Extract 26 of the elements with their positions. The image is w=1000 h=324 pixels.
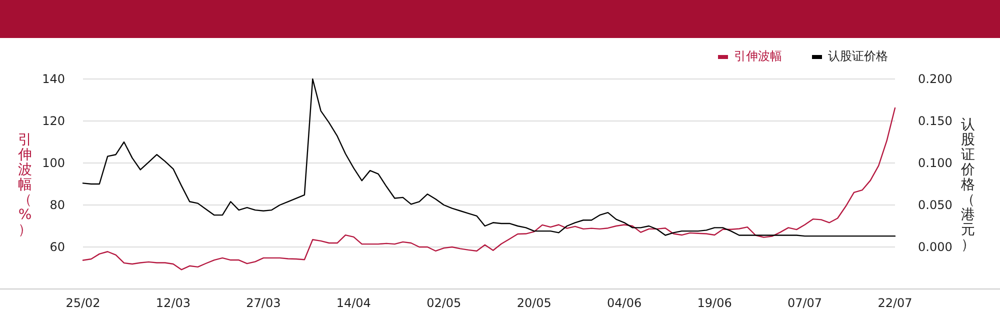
x-tick-label: 02/05 xyxy=(426,296,462,310)
y-tick-label: 100 xyxy=(42,156,65,170)
y2-tick-label: 0.000 xyxy=(918,240,952,254)
y2-tick-label: 0.200 xyxy=(918,72,952,86)
x-tick-label: 25/02 xyxy=(66,296,100,310)
x-tick-label: 07/07 xyxy=(787,296,822,310)
line-series xyxy=(82,78,896,237)
y-tick-label: 60 xyxy=(50,240,65,254)
y-tick-label: 140 xyxy=(42,72,65,86)
text: 认股证价格（港元） xyxy=(961,117,975,253)
y2-tick-label: 0.150 xyxy=(918,114,952,128)
x-tick-label: 14/04 xyxy=(336,296,371,310)
y2-tick-label: 0.050 xyxy=(918,198,952,212)
x-tick-label: 04/06 xyxy=(607,296,642,310)
x-tick-label: 20/05 xyxy=(516,296,552,310)
x-tick-label: 12/03 xyxy=(156,296,191,310)
x-tick-label: 27/03 xyxy=(246,296,281,310)
x-tick-label: 19/06 xyxy=(697,296,732,310)
legend-label: 认股证价格 xyxy=(828,49,888,63)
x-tick-label: 22/07 xyxy=(878,296,912,310)
legend-label: 引伸波幅 xyxy=(734,49,782,63)
y-tick-label: 80 xyxy=(50,198,65,212)
line-series xyxy=(82,107,896,270)
y-tick-label: 120 xyxy=(42,114,65,128)
y2-tick-label: 0.100 xyxy=(918,156,952,170)
y-axis-title: 引伸波幅（%） xyxy=(17,132,32,238)
